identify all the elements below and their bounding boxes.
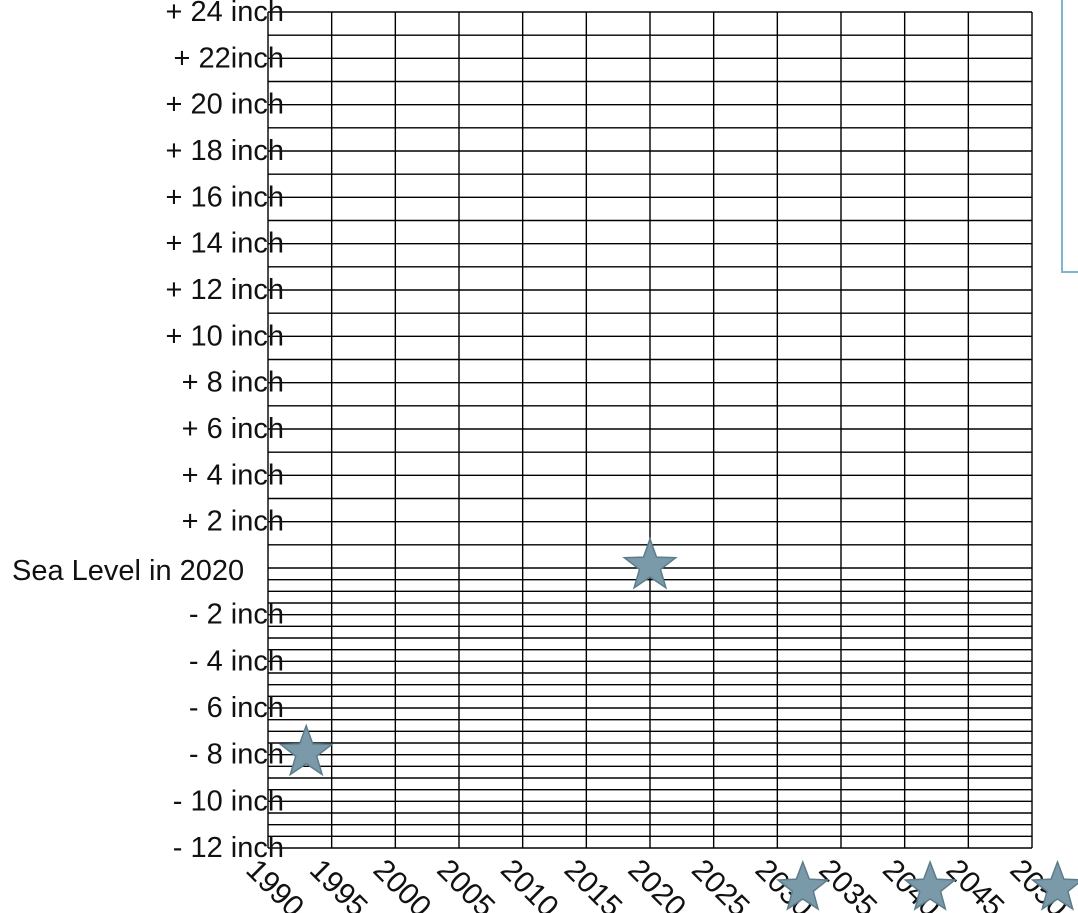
x-tick-label: 2005 [430, 853, 501, 913]
y-tick-label: Sea Level in 2020 [12, 555, 244, 587]
data-point-star [278, 723, 335, 777]
y-tick-label: - 2 inch [189, 599, 284, 631]
data-points [278, 536, 678, 777]
bottom-star [903, 859, 957, 911]
y-tick-label: + 2 inch [182, 506, 284, 538]
y-tick-label: + 6 inch [182, 413, 284, 445]
y-tick-label: + 10 inch [165, 320, 284, 352]
x-tick-label: 2010 [494, 853, 565, 913]
side-frame-decoration [1061, 0, 1078, 273]
grid [267, 11, 1033, 849]
y-tick-label: - 4 inch [189, 645, 284, 677]
y-tick-label: + 20 inch [165, 89, 284, 121]
x-tick-label: 2015 [558, 853, 629, 913]
x-tick-label: 1995 [303, 853, 374, 913]
y-tick-label: + 18 inch [165, 135, 284, 167]
y-tick-label: + 14 inch [165, 228, 284, 260]
y-tick-label: + 16 inch [165, 181, 284, 213]
y-tick-label: + 22inch [174, 42, 284, 74]
bottom-star [776, 859, 830, 911]
y-axis-ticks: + 24 inch + 22inch + 20 inch + 18 inch + 16 … [12, 0, 284, 864]
y-tick-label: - 12 inch [173, 832, 284, 864]
y-tick-label: - 10 inch [173, 785, 284, 817]
data-point-star [622, 536, 678, 590]
y-tick-label: + 24 inch [165, 0, 284, 28]
extra-stars [776, 859, 1078, 911]
y-tick-label: - 6 inch [189, 692, 284, 724]
bottom-star [1030, 859, 1078, 911]
y-tick-label: - 8 inch [189, 739, 284, 771]
x-tick-label: 2025 [685, 853, 756, 913]
x-tick-label: 2000 [367, 853, 438, 913]
x-tick-label: 2020 [621, 853, 692, 913]
y-tick-label: + 8 inch [182, 367, 284, 399]
y-tick-label: + 12 inch [165, 274, 284, 306]
y-tick-label: + 4 inch [182, 459, 284, 491]
